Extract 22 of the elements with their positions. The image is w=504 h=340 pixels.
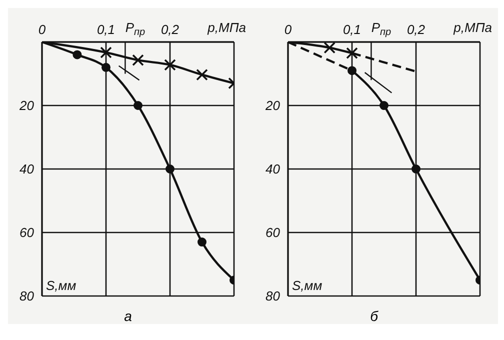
y-axis-title: S,мм xyxy=(292,278,322,293)
y-tick-label: 40 xyxy=(266,162,281,177)
x-tick-label: 0 xyxy=(284,22,292,37)
y-tick-label: 80 xyxy=(20,288,35,304)
x-axis-title: р,МПа xyxy=(206,20,246,35)
x-tick-label: 0 xyxy=(38,22,46,37)
annotation: P$_{пр}$ xyxy=(125,20,146,38)
x-tick-label: 0,2 xyxy=(160,22,180,37)
y-axis-title: S,мм xyxy=(46,278,76,293)
y-tick-label: 60 xyxy=(266,225,281,240)
x-axis-title: р,МПа xyxy=(452,20,492,35)
y-tick-label: 40 xyxy=(20,162,35,177)
x-tick-label: 0,1 xyxy=(96,22,116,37)
text: б xyxy=(369,308,380,324)
y-tick-label: 20 xyxy=(18,98,35,114)
y-tick-label: 60 xyxy=(20,225,35,240)
y-tick-label: 20 xyxy=(264,98,281,114)
text: а xyxy=(123,308,133,324)
y-tick-label: 80 xyxy=(266,288,281,304)
annotation: P$_{пр}$ xyxy=(371,20,392,38)
x-tick-label: 0,2 xyxy=(406,22,426,37)
x-tick-label: 0,1 xyxy=(342,22,362,37)
